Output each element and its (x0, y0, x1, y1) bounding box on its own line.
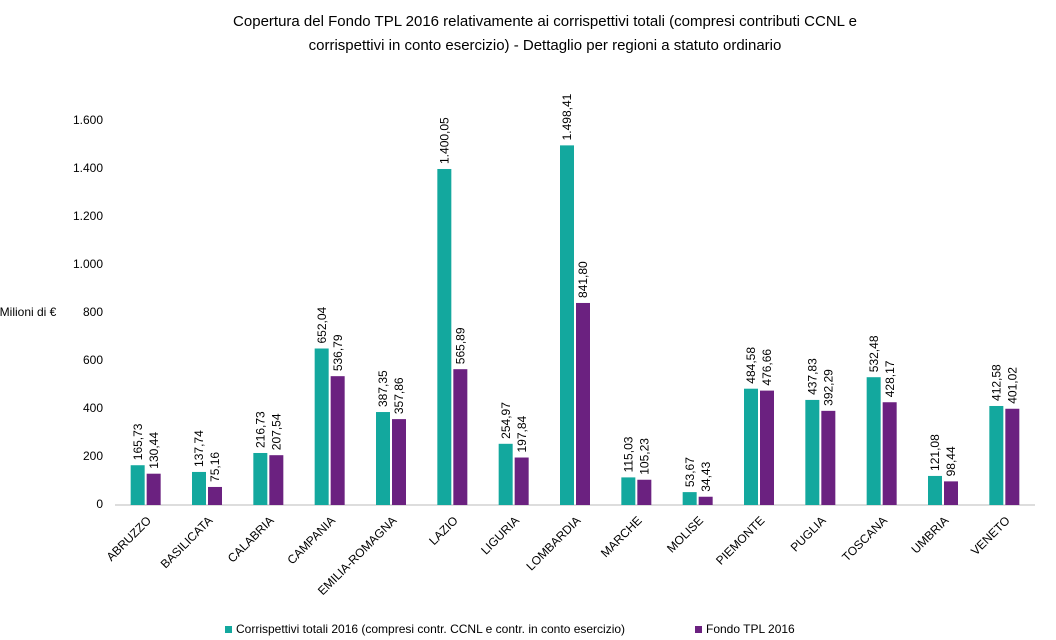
value-label: 137,74 (192, 430, 206, 467)
value-label: 387,35 (376, 370, 390, 407)
bar (989, 405, 1004, 505)
value-label: 75,16 (208, 452, 222, 482)
bar (437, 168, 452, 505)
value-label: 254,97 (499, 402, 513, 439)
x-tick-label: ABRUZZO (104, 513, 154, 563)
value-label: 357,86 (392, 377, 406, 414)
bar (453, 369, 468, 505)
value-label: 121,08 (928, 434, 942, 471)
bar (637, 479, 652, 505)
x-tick-label: PIEMONTE (713, 513, 767, 567)
x-tick-label: LIGURIA (478, 513, 522, 557)
x-tick-label: VENETO (968, 513, 1013, 558)
x-tick-label: CAMPANIA (284, 513, 338, 567)
chart-subtitle: corrispettivi in conto esercizio) - Dett… (309, 37, 782, 54)
x-tick-label: BASILICATA (158, 513, 216, 571)
x-tick-label: MOLISE (664, 513, 706, 555)
bar (192, 471, 206, 505)
x-tick-label: LOMBARDIA (523, 513, 583, 573)
bar (866, 377, 881, 505)
bar (928, 475, 942, 505)
legend-swatch (695, 626, 702, 633)
y-axis-label: Milioni di € (0, 305, 57, 319)
bar (560, 145, 574, 506)
bar (498, 443, 513, 505)
y-tick-label: 1.000 (73, 257, 103, 271)
bar (944, 481, 958, 505)
x-tick-label: CALABRIA (225, 513, 277, 565)
x-tick-label: TOSCANA (839, 513, 890, 564)
bar (330, 376, 345, 505)
value-label: 197,84 (515, 415, 529, 452)
value-label: 98,44 (944, 446, 958, 476)
value-label: 536,79 (331, 334, 345, 371)
value-label: 1.400,05 (438, 117, 452, 164)
chart-title: Copertura del Fondo TPL 2016 relativamen… (233, 13, 857, 30)
legend-swatch (225, 626, 232, 633)
bar (208, 486, 222, 505)
bar (269, 455, 284, 505)
value-label: 428,17 (883, 360, 897, 397)
value-label: 401,02 (1006, 367, 1020, 404)
y-tick-label: 600 (83, 353, 103, 367)
value-label: 165,73 (131, 423, 145, 460)
bar (621, 477, 636, 505)
x-tick-label: UMBRIA (908, 513, 951, 556)
value-label: 412,58 (990, 364, 1004, 401)
value-label: 216,73 (254, 411, 268, 448)
bar (698, 496, 713, 505)
value-label: 207,54 (270, 413, 284, 450)
bar (576, 302, 590, 505)
bar (1005, 408, 1020, 505)
value-label: 1.498,41 (560, 93, 574, 140)
bar (760, 390, 774, 505)
value-label: 532,48 (867, 335, 881, 372)
bar (314, 348, 329, 505)
y-tick-label: 1.400 (73, 161, 103, 175)
bar (682, 492, 697, 505)
value-label: 476,66 (760, 349, 774, 386)
bar (130, 465, 145, 505)
value-label: 392,29 (822, 369, 836, 406)
x-tick-label: LAZIO (426, 513, 460, 547)
bar (805, 399, 820, 505)
value-label: 130,44 (147, 432, 161, 469)
bar (392, 419, 406, 505)
value-label: 437,83 (806, 358, 820, 395)
bar (514, 457, 529, 505)
value-label: 34,43 (699, 461, 713, 491)
legend-label: Corrispettivi totali 2016 (compresi cont… (236, 622, 625, 636)
bar (146, 473, 161, 505)
bar (253, 452, 268, 505)
y-tick-label: 1.600 (73, 113, 103, 127)
y-tick-label: 0 (96, 497, 103, 511)
y-tick-label: 800 (83, 305, 103, 319)
value-label: 565,89 (454, 327, 468, 364)
value-label: 105,23 (638, 438, 652, 475)
value-label: 115,03 (622, 436, 636, 472)
x-tick-label: MARCHE (598, 513, 645, 560)
value-label: 53,67 (683, 457, 697, 487)
y-tick-label: 1.200 (73, 209, 103, 223)
x-tick-label: PUGLIA (788, 513, 829, 554)
bar (744, 388, 758, 505)
value-label: 484,58 (744, 347, 758, 384)
value-label: 841,80 (576, 261, 590, 298)
bar (821, 410, 836, 505)
bar (882, 402, 897, 505)
value-label: 652,04 (315, 306, 329, 343)
y-tick-label: 400 (83, 401, 103, 415)
bar (376, 412, 390, 505)
y-tick-label: 200 (83, 449, 103, 463)
legend-label: Fondo TPL 2016 (706, 622, 795, 636)
